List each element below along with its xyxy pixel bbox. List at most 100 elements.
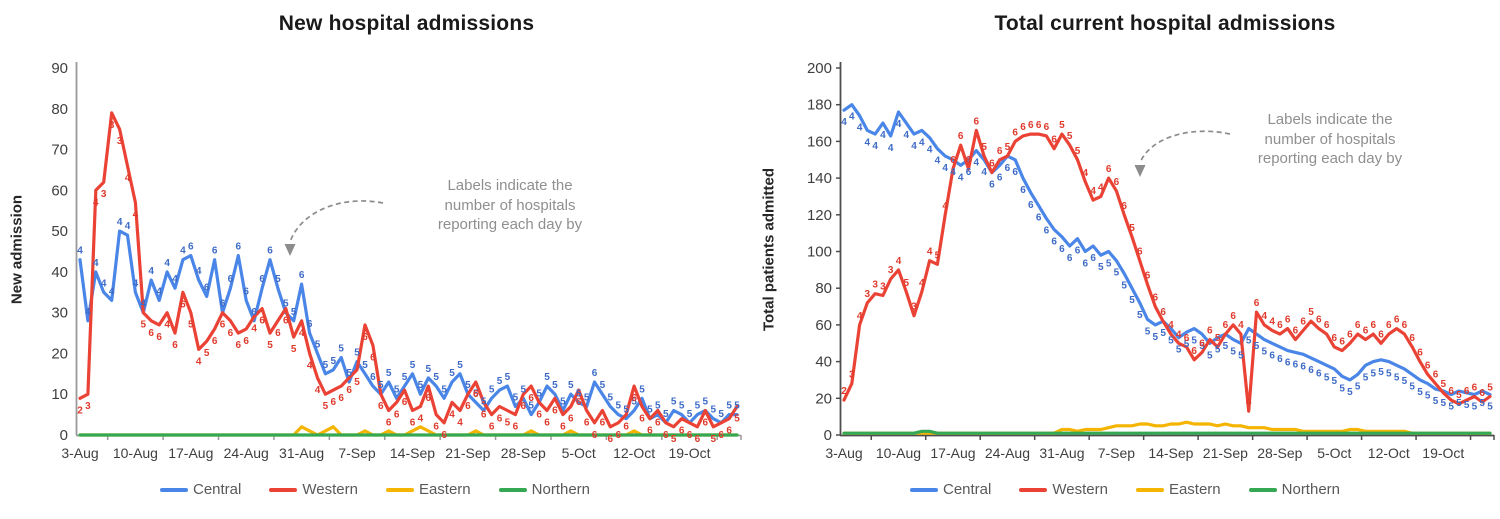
svg-text:3: 3 [85,401,91,412]
svg-text:5: 5 [1378,367,1384,378]
svg-text:6: 6 [1293,359,1299,370]
svg-text:5: 5 [1160,328,1166,339]
x-tick-label: 7-Sep [338,445,376,461]
svg-text:6: 6 [608,434,614,445]
svg-text:6: 6 [1339,337,1345,348]
svg-text:6: 6 [481,409,487,420]
annotation-text: Labels indicate the number of hospitals … [437,177,583,233]
x-tick-label: 10-Aug [113,445,158,461]
y-tick-label: 180 [807,97,832,114]
svg-text:5: 5 [711,434,717,445]
svg-text:6: 6 [212,246,218,257]
svg-text:6: 6 [370,372,376,383]
svg-text:6: 6 [695,434,701,445]
svg-text:4: 4 [141,299,147,310]
svg-text:5: 5 [671,434,677,445]
svg-text:5: 5 [394,384,400,395]
svg-text:6: 6 [331,397,337,408]
svg-text:5: 5 [1409,381,1415,392]
svg-text:4: 4 [872,141,878,152]
svg-text:5: 5 [386,368,392,379]
legend: Central Western Eastern Northern [0,481,750,498]
svg-text:6: 6 [521,401,527,412]
y-tick-label: 0 [824,427,832,444]
svg-text:5: 5 [718,409,724,420]
line-chart-total-admissions: 0 20 40 60 80 100 120 140 160 180 200 3-Aug 10-Aug 17… [807,60,1495,461]
svg-text:6: 6 [544,418,550,429]
svg-text:6: 6 [623,422,629,433]
svg-text:4: 4 [457,418,463,429]
svg-text:6: 6 [1285,358,1291,369]
svg-text:6: 6 [1425,360,1431,371]
svg-text:6: 6 [228,328,234,339]
svg-text:6: 6 [655,418,661,429]
svg-text:5: 5 [695,401,701,412]
x-tick-label: 10-Aug [876,445,921,461]
svg-text:6: 6 [1479,388,1485,399]
svg-text:6: 6 [568,414,574,425]
svg-text:6: 6 [1402,320,1408,331]
svg-text:6: 6 [1051,237,1057,248]
svg-text:6: 6 [236,242,242,253]
legend-swatch-eastern [1135,487,1164,492]
svg-text:4: 4 [1168,320,1174,331]
svg-text:5: 5 [1262,347,1268,358]
svg-text:6: 6 [465,401,471,412]
y-tick-label: 60 [815,317,832,334]
svg-text:6: 6 [1020,122,1026,133]
svg-text:6: 6 [1433,370,1439,381]
svg-text:4: 4 [1083,168,1089,179]
svg-text:5: 5 [1230,347,1236,358]
svg-text:5: 5 [584,393,590,404]
svg-text:4: 4 [133,278,139,289]
svg-text:6: 6 [204,282,210,293]
y-tick-label: 90 [51,60,68,77]
svg-text:4: 4 [1262,311,1268,322]
svg-text:4: 4 [1176,329,1182,340]
legend-label: Central [943,481,992,498]
svg-text:6: 6 [426,393,432,404]
svg-text:6: 6 [966,167,972,178]
svg-text:4: 4 [849,112,855,123]
svg-text:5: 5 [1145,326,1151,337]
svg-text:5: 5 [1199,341,1205,352]
chart-title: New hospital admissions [278,12,535,35]
svg-text:5: 5 [544,372,550,383]
svg-text:6: 6 [1036,213,1042,224]
svg-text:5: 5 [1254,341,1260,352]
svg-text:6: 6 [1293,326,1299,337]
svg-text:5: 5 [528,401,534,412]
svg-text:6: 6 [243,286,249,297]
legend-label: Western [1052,481,1108,498]
svg-text:6: 6 [497,414,503,425]
svg-text:5: 5 [631,397,637,408]
svg-text:5: 5 [568,380,574,391]
svg-text:5: 5 [331,356,337,367]
legend-item-western: Western [269,481,358,498]
svg-text:6: 6 [639,414,645,425]
svg-text:6: 6 [228,274,234,285]
svg-text:6: 6 [1300,361,1306,372]
svg-text:5: 5 [711,405,717,416]
line-chart-new-admissions: 0 10 20 30 40 50 60 70 80 90 3-Aug 10-Aug 17-Aug 24-A… [51,60,742,461]
svg-text:4: 4 [896,256,902,267]
axes: 0 20 40 60 80 100 120 140 160 180 200 3-Aug 10-Aug 17… [807,60,1495,461]
svg-text:5: 5 [338,344,344,355]
svg-text:5: 5 [481,397,487,408]
svg-text:5: 5 [402,372,408,383]
svg-text:3: 3 [109,120,115,131]
x-tick-label: 12-Oct [613,445,655,461]
svg-text:5: 5 [1176,345,1182,356]
legend-label: Central [193,481,242,498]
series-line-central [78,229,739,425]
svg-text:5: 5 [1059,120,1065,131]
svg-text:5: 5 [1129,295,1135,306]
svg-text:6: 6 [1083,259,1089,270]
svg-text:5: 5 [1332,376,1338,387]
svg-text:5: 5 [1215,345,1221,356]
svg-text:3: 3 [911,302,917,313]
svg-text:5: 5 [1441,398,1447,409]
chart-title: Total current hospital admissions [994,12,1336,35]
svg-text:5: 5 [323,360,329,371]
